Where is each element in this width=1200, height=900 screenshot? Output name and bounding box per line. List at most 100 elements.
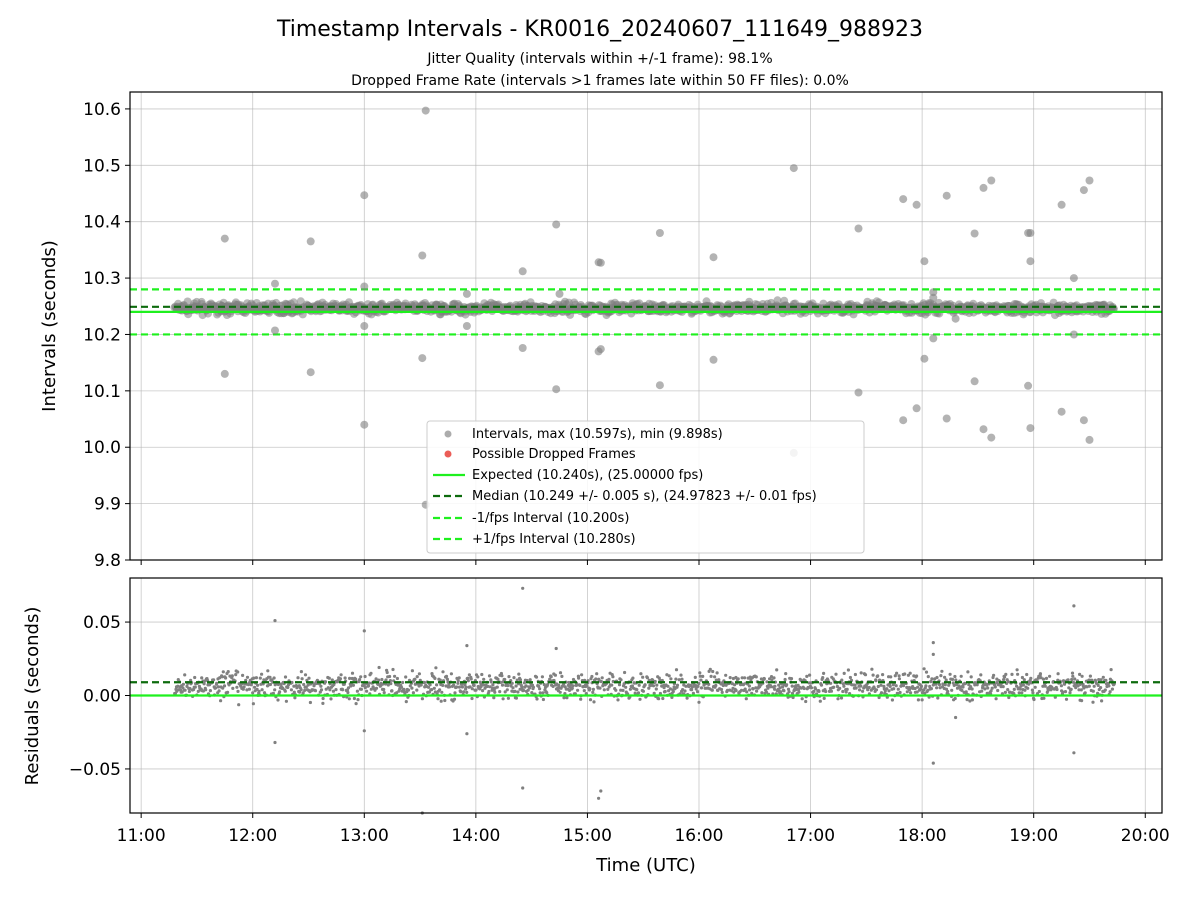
interval-outlier-point — [1057, 407, 1066, 416]
residual-point — [419, 683, 423, 687]
residual-point — [743, 687, 747, 691]
residual-point — [1012, 687, 1016, 692]
residuals-reference-lines — [130, 681, 1162, 697]
residual-point — [1107, 684, 1111, 688]
residual-point — [456, 679, 460, 683]
residual-point — [750, 691, 754, 696]
residual-point — [598, 686, 602, 690]
chart-subtitle-jitter: Jitter Quality (intervals within +/-1 fr… — [426, 51, 772, 67]
interval-outlier-point — [920, 257, 929, 266]
residual-point — [276, 682, 280, 687]
residual-point — [741, 683, 746, 687]
residual-point — [841, 689, 845, 694]
residual-point — [950, 688, 954, 692]
residual-point — [214, 686, 218, 690]
residual-point — [611, 675, 615, 679]
residual-point — [514, 696, 519, 700]
residual-point — [897, 674, 901, 678]
residual-point — [671, 689, 675, 694]
residual-point — [993, 685, 997, 689]
residual-point — [382, 691, 386, 695]
residual-point — [278, 690, 282, 694]
residual-point — [224, 676, 228, 680]
residual-point — [836, 697, 840, 701]
residual-point — [805, 674, 809, 679]
chart-subtitle-dropped: Dropped Frame Rate (intervals >1 frames … — [351, 73, 849, 89]
residual-point — [819, 683, 824, 687]
residual-point — [307, 676, 311, 680]
residual-point — [781, 685, 785, 689]
residual-point — [784, 672, 788, 676]
residual-point — [466, 676, 470, 680]
residual-point — [872, 686, 876, 690]
residual-point — [916, 698, 921, 702]
residual-point — [530, 691, 534, 695]
interval-outlier-point — [596, 345, 605, 354]
residual-point — [430, 688, 434, 692]
interval-outlier-point — [929, 334, 938, 343]
residual-point — [926, 675, 930, 679]
residual-point — [848, 675, 853, 680]
residual-point — [1031, 691, 1035, 695]
residual-point — [754, 686, 758, 690]
residual-point — [434, 666, 438, 670]
residual-point — [935, 675, 939, 680]
residual-point — [685, 696, 689, 700]
residual-point — [558, 690, 562, 694]
residual-point — [1056, 678, 1060, 682]
residual-point — [541, 697, 546, 702]
residual-point — [881, 673, 885, 677]
residual-point — [369, 687, 373, 691]
residual-point — [535, 697, 539, 701]
residual-point — [633, 691, 637, 695]
residual-point — [990, 686, 994, 690]
interval-outlier-point — [1079, 416, 1088, 425]
residual-point — [607, 677, 611, 682]
residual-point — [578, 683, 582, 688]
interval-outlier-point — [462, 289, 471, 298]
residual-point — [747, 684, 752, 688]
residual-point — [204, 688, 208, 692]
residual-point — [404, 675, 408, 679]
residual-point — [358, 678, 362, 682]
residual-point — [871, 673, 875, 677]
residual-point — [388, 674, 392, 679]
residual-point — [697, 700, 701, 704]
residual-point — [346, 686, 351, 690]
residual-point — [785, 683, 789, 687]
residual-point — [887, 689, 891, 693]
residual-point — [845, 687, 849, 692]
residual-point — [500, 683, 505, 687]
residual-point — [867, 685, 871, 690]
residual-point — [1002, 678, 1006, 682]
residual-point — [638, 697, 642, 701]
residual-point — [822, 696, 826, 701]
residual-point — [965, 698, 969, 702]
residual-point — [748, 688, 752, 692]
residual-point — [854, 686, 858, 690]
interval-outlier-point — [854, 388, 863, 397]
residual-point — [438, 678, 442, 682]
residual-point — [417, 672, 421, 676]
interval-outlier-point — [942, 191, 951, 200]
residual-point — [359, 675, 363, 679]
x-tick-label: 11:00 — [117, 826, 166, 846]
interval-outlier-point — [899, 195, 908, 204]
residual-point — [679, 673, 683, 677]
residual-point — [913, 686, 917, 691]
residual-point — [245, 675, 250, 679]
residual-point — [743, 676, 747, 680]
residual-point — [491, 686, 495, 690]
residual-point — [800, 697, 804, 701]
residual-point — [298, 690, 302, 694]
residual-point — [286, 683, 291, 687]
residual-point — [183, 688, 187, 692]
interval-outlier-point — [709, 253, 718, 262]
residual-point — [1108, 690, 1112, 694]
residual-point — [602, 688, 606, 692]
residual-point — [558, 671, 563, 675]
residual-point — [236, 670, 240, 674]
residual-point — [762, 677, 766, 681]
residual-point — [200, 676, 204, 680]
residual-point — [374, 686, 379, 690]
